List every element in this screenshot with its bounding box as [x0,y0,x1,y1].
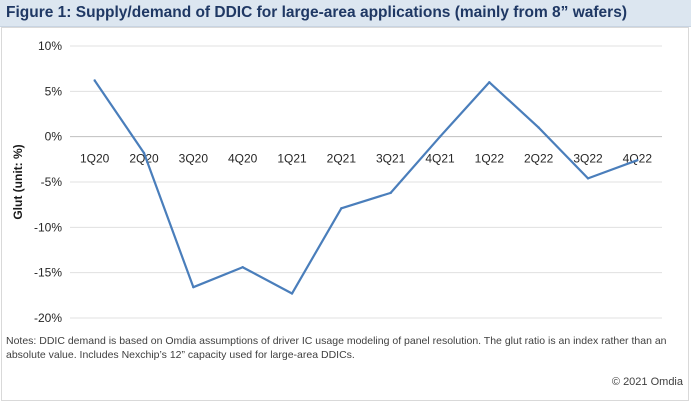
figure-notes: Notes: DDIC demand is based on Omdia ass… [6,335,667,361]
data-point [537,126,540,129]
x-tick-label: 4Q21 [425,152,455,166]
x-tick-label: 2Q20 [129,152,159,166]
x-tick-label: 1Q22 [475,152,505,166]
data-point [340,207,343,210]
x-tick-label: 2Q22 [524,152,554,166]
gridlines [70,45,662,319]
data-point [636,159,639,162]
data-point [586,177,590,180]
x-tick-label: 1Q20 [80,152,110,166]
data-point [438,135,442,138]
y-tick-label: 0% [45,130,63,144]
copyright-text: © 2021 Omdia [611,376,683,388]
x-tick-label: 3Q22 [573,152,603,166]
x-tick-label: 3Q20 [179,152,209,166]
y-tick-label: -15% [34,266,62,280]
y-tick-label: -10% [34,220,62,234]
figure-title: Figure 1: Supply/demand of DDIC for larg… [6,4,627,21]
data-point [290,292,294,295]
data-point [241,266,244,269]
y-tick-labels: 10% 5% 0% -5% -10% -15% -20% [34,39,62,325]
chart-frame [1,27,689,401]
x-tick-label: 3Q21 [376,152,406,166]
x-tick-label: 2Q21 [327,152,357,166]
y-tick-label: 5% [45,84,63,98]
y-axis-label: Glut (unit: %) [11,144,25,219]
x-tick-label: 1Q21 [277,152,307,166]
data-point [93,79,96,82]
data-point [488,81,491,84]
data-point [142,151,146,155]
x-tick-label: 4Q20 [228,152,258,166]
figure-title-bar: Figure 1: Supply/demand of DDIC for larg… [0,0,691,27]
y-tick-label: -20% [34,311,62,325]
series-layer [93,79,639,295]
series-line [93,79,638,295]
y-tick-label: -5% [41,175,63,189]
data-point [192,285,195,289]
data-point [389,191,392,195]
y-tick-label: 10% [38,39,62,53]
x-tick-labels: 1Q20 2Q20 3Q20 4Q20 1Q21 2Q21 3Q21 4Q21 1Q22 2Q22… [80,152,652,166]
